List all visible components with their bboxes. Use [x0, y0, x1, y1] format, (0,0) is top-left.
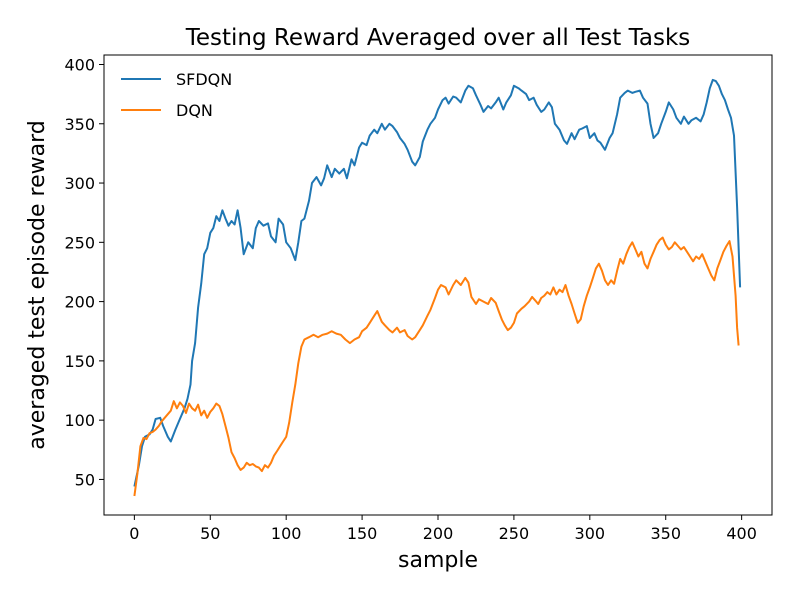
x-axis-label: sample [398, 548, 478, 573]
y-tick-label: 200 [64, 293, 95, 312]
y-tick-label: 250 [64, 233, 95, 252]
y-tick-label: 400 [64, 55, 95, 74]
x-tick-label: 400 [726, 524, 757, 543]
y-tick-label: 150 [64, 352, 95, 371]
y-tick-label: 100 [64, 411, 95, 430]
x-tick-label: 200 [423, 524, 454, 543]
legend-label-sfdqn: SFDQN [176, 70, 232, 89]
x-tick-label: 50 [200, 524, 220, 543]
chart-title: Testing Reward Averaged over all Test Ta… [185, 25, 691, 51]
series-layer [133, 78, 742, 497]
y-axis-label: averaged test episode reward [25, 120, 50, 449]
y-tick-label: 350 [64, 115, 95, 134]
x-tick-label: 300 [575, 524, 606, 543]
x-tick-label: 0 [129, 524, 139, 543]
legend: SFDQN DQN [121, 70, 232, 120]
x-tick-label: 350 [650, 524, 681, 543]
x-tick-label: 250 [499, 524, 530, 543]
y-axis-ticks: 50 100 150 200 250 300 350 400 [64, 55, 104, 489]
legend-label-dqn: DQN [176, 101, 213, 120]
series-line-sfdqn [133, 78, 742, 487]
x-tick-label: 100 [271, 524, 302, 543]
y-tick-label: 300 [64, 174, 95, 193]
y-tick-label: 50 [75, 470, 95, 489]
x-axis-ticks: 0 50 100 150 200 250 300 350 400 [129, 515, 757, 543]
x-tick-label: 150 [347, 524, 378, 543]
series-line-dqn [133, 236, 740, 497]
